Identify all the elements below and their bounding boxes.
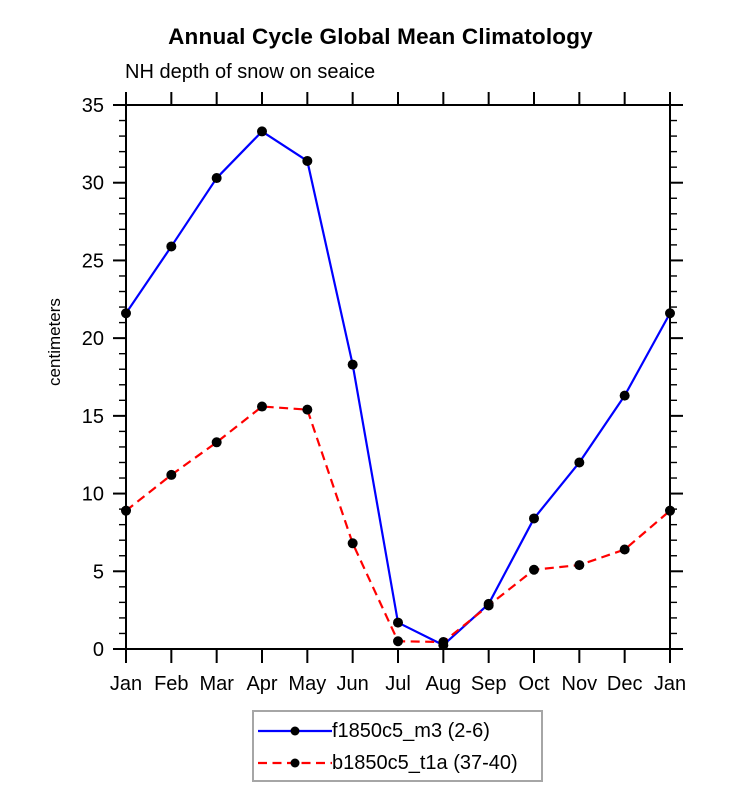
y-tick-label: 0 — [93, 639, 104, 661]
x-tick-label: Mar — [199, 673, 234, 695]
series-0-marker — [211, 173, 222, 184]
x-tick-label: May — [288, 673, 326, 695]
x-tick-label: Jun — [337, 673, 369, 695]
series-0-marker — [619, 390, 630, 401]
chart-title: Annual Cycle Global Mean Climatology — [168, 24, 593, 49]
series-line-1 — [125, 405, 671, 644]
series-1-marker — [211, 437, 222, 448]
series-0-marker — [347, 359, 358, 370]
x-tick-label: Apr — [246, 673, 277, 695]
series-1-marker — [121, 505, 131, 516]
legend-marker-dot — [290, 726, 300, 736]
x-tick-label: Sep — [471, 673, 507, 695]
series-line-0 — [125, 130, 671, 647]
series-1-marker — [665, 505, 675, 516]
legend-box: f1850c5_m3 (2-6) b1850c5_t1a (37-40) — [252, 710, 543, 782]
x-tick-label: Feb — [154, 673, 188, 695]
series-1-marker — [302, 404, 313, 415]
legend-item-b1850c5-t1a: b1850c5_t1a (37-40) — [254, 747, 541, 779]
series-1-marker — [257, 401, 267, 412]
series-0-marker — [166, 241, 177, 252]
y-tick-label: 5 — [93, 561, 104, 583]
x-tick-label: Aug — [426, 673, 462, 695]
series-1-marker — [529, 564, 539, 575]
series-1-marker — [166, 469, 177, 480]
x-tick-label: Jul — [385, 673, 411, 695]
series-1-marker — [438, 637, 449, 648]
series-0-marker — [257, 126, 267, 137]
series-1-marker — [619, 544, 630, 555]
legend-dashed-line-dot-icon — [258, 758, 332, 768]
x-tick-label: Oct — [518, 673, 550, 695]
x-tick-label: Jan — [110, 673, 142, 695]
series-1-marker — [574, 560, 585, 571]
x-tick-label: Jan — [654, 673, 686, 695]
legend-solid-line-dot-icon — [258, 726, 332, 736]
y-tick-label: 20 — [82, 328, 104, 350]
y-tick-label: 25 — [82, 250, 104, 272]
series-1-marker — [347, 538, 358, 549]
series-1-marker — [483, 600, 494, 611]
series-0-marker — [529, 513, 539, 524]
series-1-marker — [393, 636, 403, 647]
legend-label-b1850c5-t1a: b1850c5_t1a (37-40) — [332, 751, 518, 774]
series-0-marker — [574, 457, 585, 468]
y-tick-label: 30 — [82, 173, 104, 195]
chart-subtitle: NH depth of snow on seaice — [125, 61, 376, 83]
x-tick-label: Dec — [607, 673, 643, 695]
y-tick-label: 35 — [82, 95, 104, 117]
legend-label-f1850c5-m3: f1850c5_m3 (2-6) — [332, 719, 490, 742]
legend-marker-dot — [290, 758, 300, 768]
y-tick-label: 10 — [82, 484, 104, 506]
series-0-marker — [665, 308, 675, 319]
series-0-marker — [302, 155, 313, 166]
plot-box — [125, 104, 671, 650]
series-0-marker — [393, 617, 403, 628]
x-tick-label: Nov — [562, 673, 598, 695]
series-0-marker — [121, 308, 131, 319]
y-tick-label: 15 — [82, 406, 104, 428]
legend-item-f1850c5-m3: f1850c5_m3 (2-6) — [254, 715, 541, 747]
